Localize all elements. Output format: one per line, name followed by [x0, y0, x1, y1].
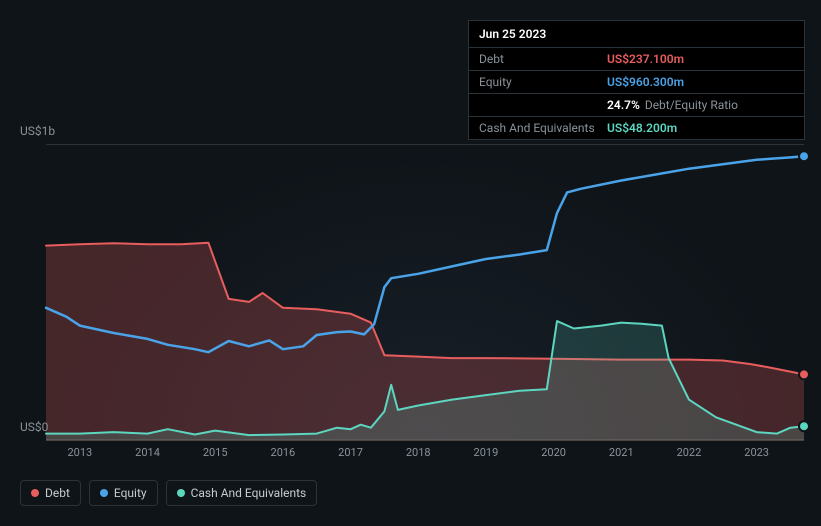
tooltip-row: Cash And EquivalentsUS$48.200m — [469, 117, 804, 139]
legend-dot-cash — [177, 489, 185, 497]
legend: Debt Equity Cash And Equivalents — [20, 480, 317, 506]
legend-label: Debt — [45, 486, 70, 500]
tooltip-row-value: US$48.200m — [607, 121, 677, 135]
y-axis-top-label: US$1b — [20, 124, 55, 138]
legend-dot-equity — [100, 489, 108, 497]
tooltip-row: 24.7% Debt/Equity Ratio — [469, 94, 804, 117]
series-end-dot-equity — [799, 151, 809, 161]
tooltip-row-label: Equity — [479, 75, 607, 89]
legend-item-equity[interactable]: Equity — [89, 480, 158, 506]
chart-plot-area[interactable] — [46, 144, 804, 440]
x-tick: 2022 — [677, 446, 702, 459]
x-tick: 2019 — [474, 446, 499, 459]
tooltip-row-value: US$237.100m — [607, 52, 684, 66]
y-axis-bottom-label: US$0 — [20, 420, 48, 434]
tooltip-row-label: Debt — [479, 52, 607, 66]
x-tick: 2020 — [541, 446, 566, 459]
x-tick: 2016 — [271, 446, 296, 459]
legend-item-cash[interactable]: Cash And Equivalents — [166, 480, 318, 506]
x-tick: 2021 — [609, 446, 634, 459]
tooltip-row-value: US$960.300m — [607, 75, 684, 89]
series-end-dot-cash — [799, 421, 809, 431]
tooltip-box: Jun 25 2023 DebtUS$237.100mEquityUS$960.… — [468, 20, 805, 140]
tooltip-row-label — [479, 98, 607, 112]
x-tick: 2014 — [135, 446, 160, 459]
x-tick: 2017 — [338, 446, 363, 459]
tooltip-row-suffix: Debt/Equity Ratio — [642, 98, 738, 112]
legend-dot-debt — [31, 489, 39, 497]
tooltip-date: Jun 25 2023 — [469, 21, 804, 48]
tooltip-row: EquityUS$960.300m — [469, 71, 804, 94]
x-tick: 2023 — [744, 446, 769, 459]
tooltip-row-label: Cash And Equivalents — [479, 121, 607, 135]
x-axis-ticks: 2013 2014 2015 2016 2017 2018 2019 2020 2021 2022… — [46, 446, 804, 462]
legend-item-debt[interactable]: Debt — [20, 480, 81, 506]
series-end-dot-debt — [799, 369, 809, 379]
x-tick: 2013 — [67, 446, 92, 459]
legend-label: Equity — [114, 486, 147, 500]
tooltip-row: DebtUS$237.100m — [469, 48, 804, 71]
x-tick: 2018 — [406, 446, 431, 459]
legend-label: Cash And Equivalents — [191, 486, 307, 500]
x-tick: 2015 — [203, 446, 228, 459]
tooltip-row-value: 24.7% Debt/Equity Ratio — [607, 98, 738, 112]
chart-svg — [46, 145, 804, 441]
